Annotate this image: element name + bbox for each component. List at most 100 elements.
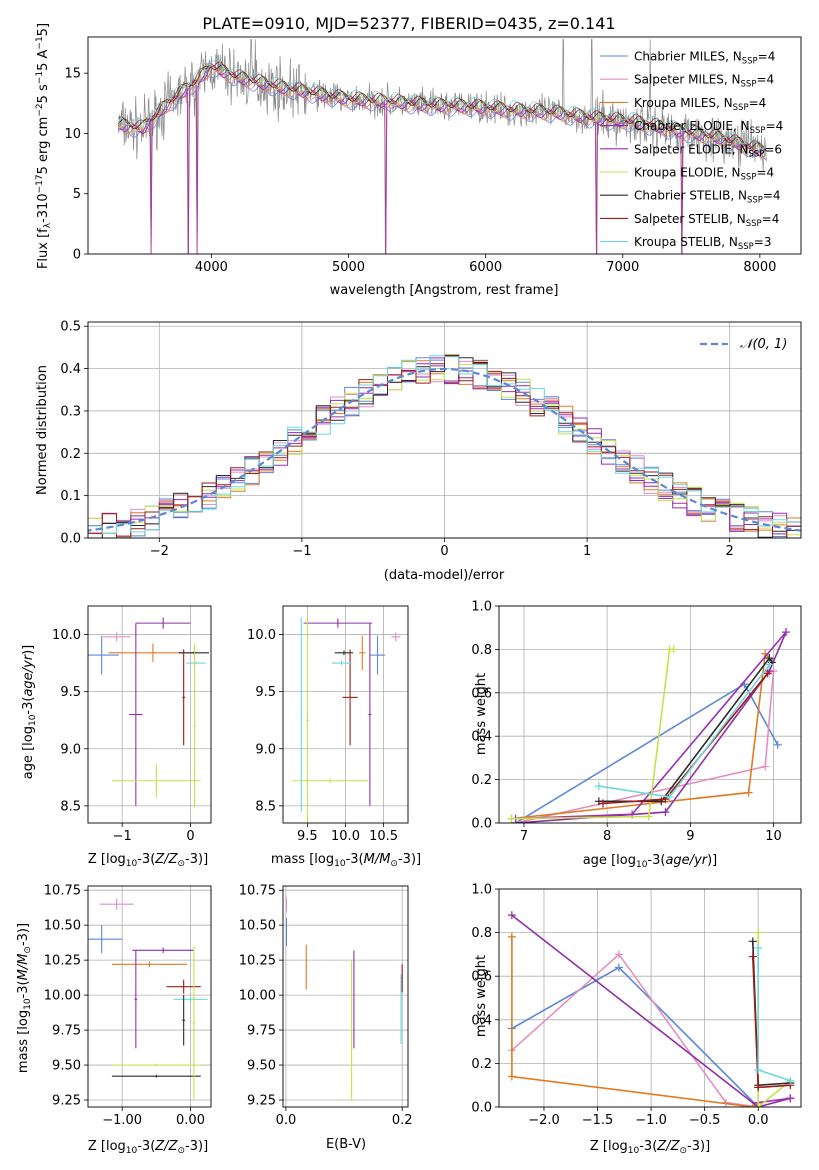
x-tick-label: 0.0 — [276, 1113, 297, 1128]
massweight-vs-age-xlabel: age [log10-3(age/yr)] — [583, 853, 718, 870]
age_vs_Z-panel: −1 0 8.5 9.0 9.5 10.0 — [52, 605, 212, 844]
mass-vs-ebv-xlabel: E(B-V) — [326, 1137, 366, 1152]
y-tick-label: 0.2 — [471, 1057, 492, 1072]
errorbar-kroupa-miles — [359, 635, 366, 670]
errorbar-salpeter-stelib — [401, 964, 403, 993]
y-tick-label: 9.5 — [255, 685, 276, 700]
x-tick-label: 9 — [686, 829, 694, 844]
marker-salpeter-miles — [761, 762, 770, 771]
marker-salpeter-stelib — [748, 952, 757, 961]
errorbar-kroupa-elodie — [193, 643, 196, 809]
age-vs-z-xlabel: Z [log10-3(Z/Z⊙-3)] — [88, 852, 208, 869]
errorbar-kroupa-stelib — [173, 996, 208, 1003]
x-tick-label: −1.5 — [582, 1113, 614, 1128]
y-tick-label: 5 — [73, 187, 81, 202]
marker-salpeter-stelib — [598, 799, 607, 808]
residual-panel-frame: −2 −1 0 1 2 0.0 0.1 0.2 0.3 0.4 0.5 — [60, 320, 802, 559]
line-kroupa-miles — [511, 937, 759, 1107]
x-tick-label: −2.0 — [528, 1113, 560, 1128]
x-tick-label: 0.2 — [392, 1113, 413, 1128]
y-tick-label: 0.6 — [471, 970, 492, 985]
age_vs_mass-panel: 9.5 10.0 10.5 8.5 9.0 9.5 10.0 — [247, 605, 409, 844]
marker-chabrier-elodie — [507, 911, 516, 920]
y-tick-label: 0.5 — [60, 320, 81, 335]
y-tick-label: 0.2 — [60, 447, 81, 462]
y-tick-label: 9.25 — [247, 1094, 276, 1109]
errorbar-kroupa-elodie — [305, 617, 309, 823]
mass_vs_Z-panel-plot-area — [88, 898, 208, 1101]
mass-vs-z-ylabel: mass [log10-3(M/M⊙-3)] — [16, 923, 33, 1073]
line-salpeter-elodie — [515, 631, 787, 820]
residual-panel: −2 −1 0 1 2 0.0 0.1 0.2 0.3 0.4 0.5 — [60, 320, 802, 559]
y-tick-label: 9.75 — [247, 1024, 276, 1039]
y-tick-label: 10.75 — [239, 884, 276, 899]
marker-chabrier-miles — [614, 963, 623, 972]
mass_vs_Z-panel-frame: −1.00 0.00 9.25 9.50 9.75 10.00 10.25 10.50 10.7… — [44, 884, 212, 1128]
marker-salpeter-elodie — [786, 1094, 795, 1103]
massweight_vs_Z-panel-frame: −2.0 −1.5 −1.0 −0.5 0.0 0.0 0.2 0.4 0.6 0.8 1.0 — [471, 883, 802, 1128]
x-tick-label: 0 — [186, 829, 194, 844]
x-tick-label: 4000 — [195, 260, 228, 275]
age_vs_Z-panel-frame: −1 0 8.5 9.0 9.5 10.0 — [52, 605, 212, 844]
y-tick-label: 8.5 — [255, 799, 276, 814]
model-spectrum-chabrier-elodie — [117, 64, 767, 157]
axes-frame — [87, 605, 212, 824]
y-tick-label: 9.50 — [247, 1059, 276, 1074]
errorbar-chabrier-miles — [88, 635, 119, 675]
line-kroupa-stelib — [757, 947, 791, 1082]
x-tick-label: −1.0 — [635, 1113, 667, 1128]
marker-kroupa-miles — [507, 932, 516, 941]
spectrum-panel: 4000 5000 6000 7000 8000 0 5 10 15 — [64, 36, 802, 275]
x-tick-label: −2 — [150, 544, 169, 559]
errorbar-kroupa-elodie — [192, 946, 196, 1101]
legend-label-chabrier-stelib: Chabrier STELIB, NSSP=4 — [634, 189, 781, 206]
marker-salpeter-stelib — [763, 669, 772, 678]
mass_vs_EBV-panel: 0.0 0.2 9.25 9.50 9.75 10.00 10.25 10.50 10.75 — [239, 884, 413, 1128]
x-tick-label: −1.00 — [102, 1113, 142, 1128]
y-tick-label: 10.25 — [239, 954, 276, 969]
age-vs-mass-xlabel: mass [log10-3(M/M⊙-3)] — [271, 852, 421, 869]
legend-label-kroupa-elodie: Kroupa ELODIE, NSSP=4 — [634, 166, 774, 183]
marker-chabrier-stelib — [594, 797, 603, 806]
y-tick-label: 0.8 — [471, 643, 492, 658]
errorbar-kroupa-elodie — [292, 778, 369, 784]
marker-kroupa-miles — [507, 1072, 516, 1081]
errorbar-chabrier-miles — [88, 925, 123, 954]
y-tick-label: 0.0 — [471, 817, 492, 832]
massweight-vs-age-ylabel: mass weight — [474, 673, 489, 755]
errorbar-salpeter-elodie — [368, 623, 372, 806]
errorbar-kroupa-stelib — [186, 661, 206, 665]
mass_vs_EBV-panel-plot-area — [285, 897, 403, 1101]
errorbar-salpeter-miles — [391, 632, 401, 642]
mass-vs-z-xlabel: Z [log10-3(Z/Z⊙-3)] — [88, 1139, 208, 1156]
errorbar-chabrier-miles — [285, 918, 288, 947]
y-tick-label: 0.4 — [471, 730, 492, 745]
marker-kroupa-stelib — [765, 660, 774, 669]
errorbar-kroupa-elodie — [351, 960, 353, 1101]
x-tick-label: 2 — [726, 544, 734, 559]
errorbar-salpeter-miles — [285, 897, 288, 912]
spectrum-panel-plot-area — [117, 39, 767, 254]
y-tick-label: 8.5 — [60, 799, 81, 814]
marker-kroupa-elodie — [669, 645, 678, 654]
x-tick-label: 0 — [440, 544, 448, 559]
marker-kroupa-stelib — [754, 943, 763, 952]
y-tick-label: 10.0 — [247, 628, 276, 643]
marker-chabrier-elodie — [661, 808, 670, 817]
errorbar-kroupa-elodie — [111, 763, 201, 798]
age_vs_mass-panel-plot-area — [292, 617, 401, 823]
x-tick-label: 0.0 — [748, 1113, 769, 1128]
age_vs_Z-panel-plot-area — [88, 617, 209, 809]
y-tick-label: 9.25 — [52, 1094, 81, 1109]
errorbar-kroupa-stelib — [331, 660, 352, 666]
axes-frame — [87, 36, 802, 255]
y-tick-label: 0.0 — [471, 1101, 492, 1116]
marker-chabrier-stelib — [748, 937, 757, 946]
errorbar-chabrier-stelib — [111, 1074, 201, 1078]
legend-label-salpeter-stelib: Salpeter STELIB, NSSP=4 — [634, 212, 779, 229]
y-tick-label: 0.0 — [60, 532, 81, 547]
y-tick-label: 10.00 — [239, 989, 276, 1004]
spectrum-legend: Chabrier MILES, NSSP=4 Salpeter MILES, NS… — [600, 50, 783, 252]
errorbar-salpeter-stelib — [182, 649, 186, 746]
